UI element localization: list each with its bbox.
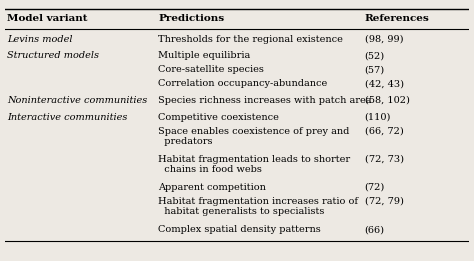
Text: (72, 79): (72, 79) [365,197,404,206]
Text: Multiple equilibria: Multiple equilibria [158,51,250,60]
Text: Structured models: Structured models [7,51,99,60]
Text: Model variant: Model variant [7,14,88,23]
Text: (98, 99): (98, 99) [365,35,403,44]
Text: (110): (110) [365,112,391,122]
Text: Noninteractive communities: Noninteractive communities [7,96,147,105]
Text: Levins model: Levins model [7,35,73,44]
Text: Thresholds for the regional existence: Thresholds for the regional existence [158,35,343,44]
Text: (66, 72): (66, 72) [365,127,403,136]
Text: Species richness increases with patch area: Species richness increases with patch ar… [158,96,372,105]
Text: Predictions: Predictions [158,14,224,23]
Text: Space enables coexistence of prey and
  predators: Space enables coexistence of prey and pr… [158,127,349,146]
Text: Interactive communities: Interactive communities [7,112,128,122]
Text: Habitat fragmentation increases ratio of
  habitat generalists to specialists: Habitat fragmentation increases ratio of… [158,197,358,216]
Text: Correlation occupancy-abundance: Correlation occupancy-abundance [158,79,327,88]
Text: Apparent competition: Apparent competition [158,183,266,192]
Text: Complex spatial density patterns: Complex spatial density patterns [158,225,321,234]
Text: References: References [365,14,429,23]
Text: (58, 102): (58, 102) [365,96,410,105]
Text: Habitat fragmentation leads to shorter
  chains in food webs: Habitat fragmentation leads to shorter c… [158,155,350,174]
Text: (72, 73): (72, 73) [365,155,404,164]
Text: (72): (72) [365,183,385,192]
Text: (42, 43): (42, 43) [365,79,404,88]
Text: (66): (66) [365,225,385,234]
Text: Core-satellite species: Core-satellite species [158,65,264,74]
Text: Competitive coexistence: Competitive coexistence [158,112,279,122]
Text: (57): (57) [365,65,385,74]
Text: (52): (52) [365,51,385,60]
